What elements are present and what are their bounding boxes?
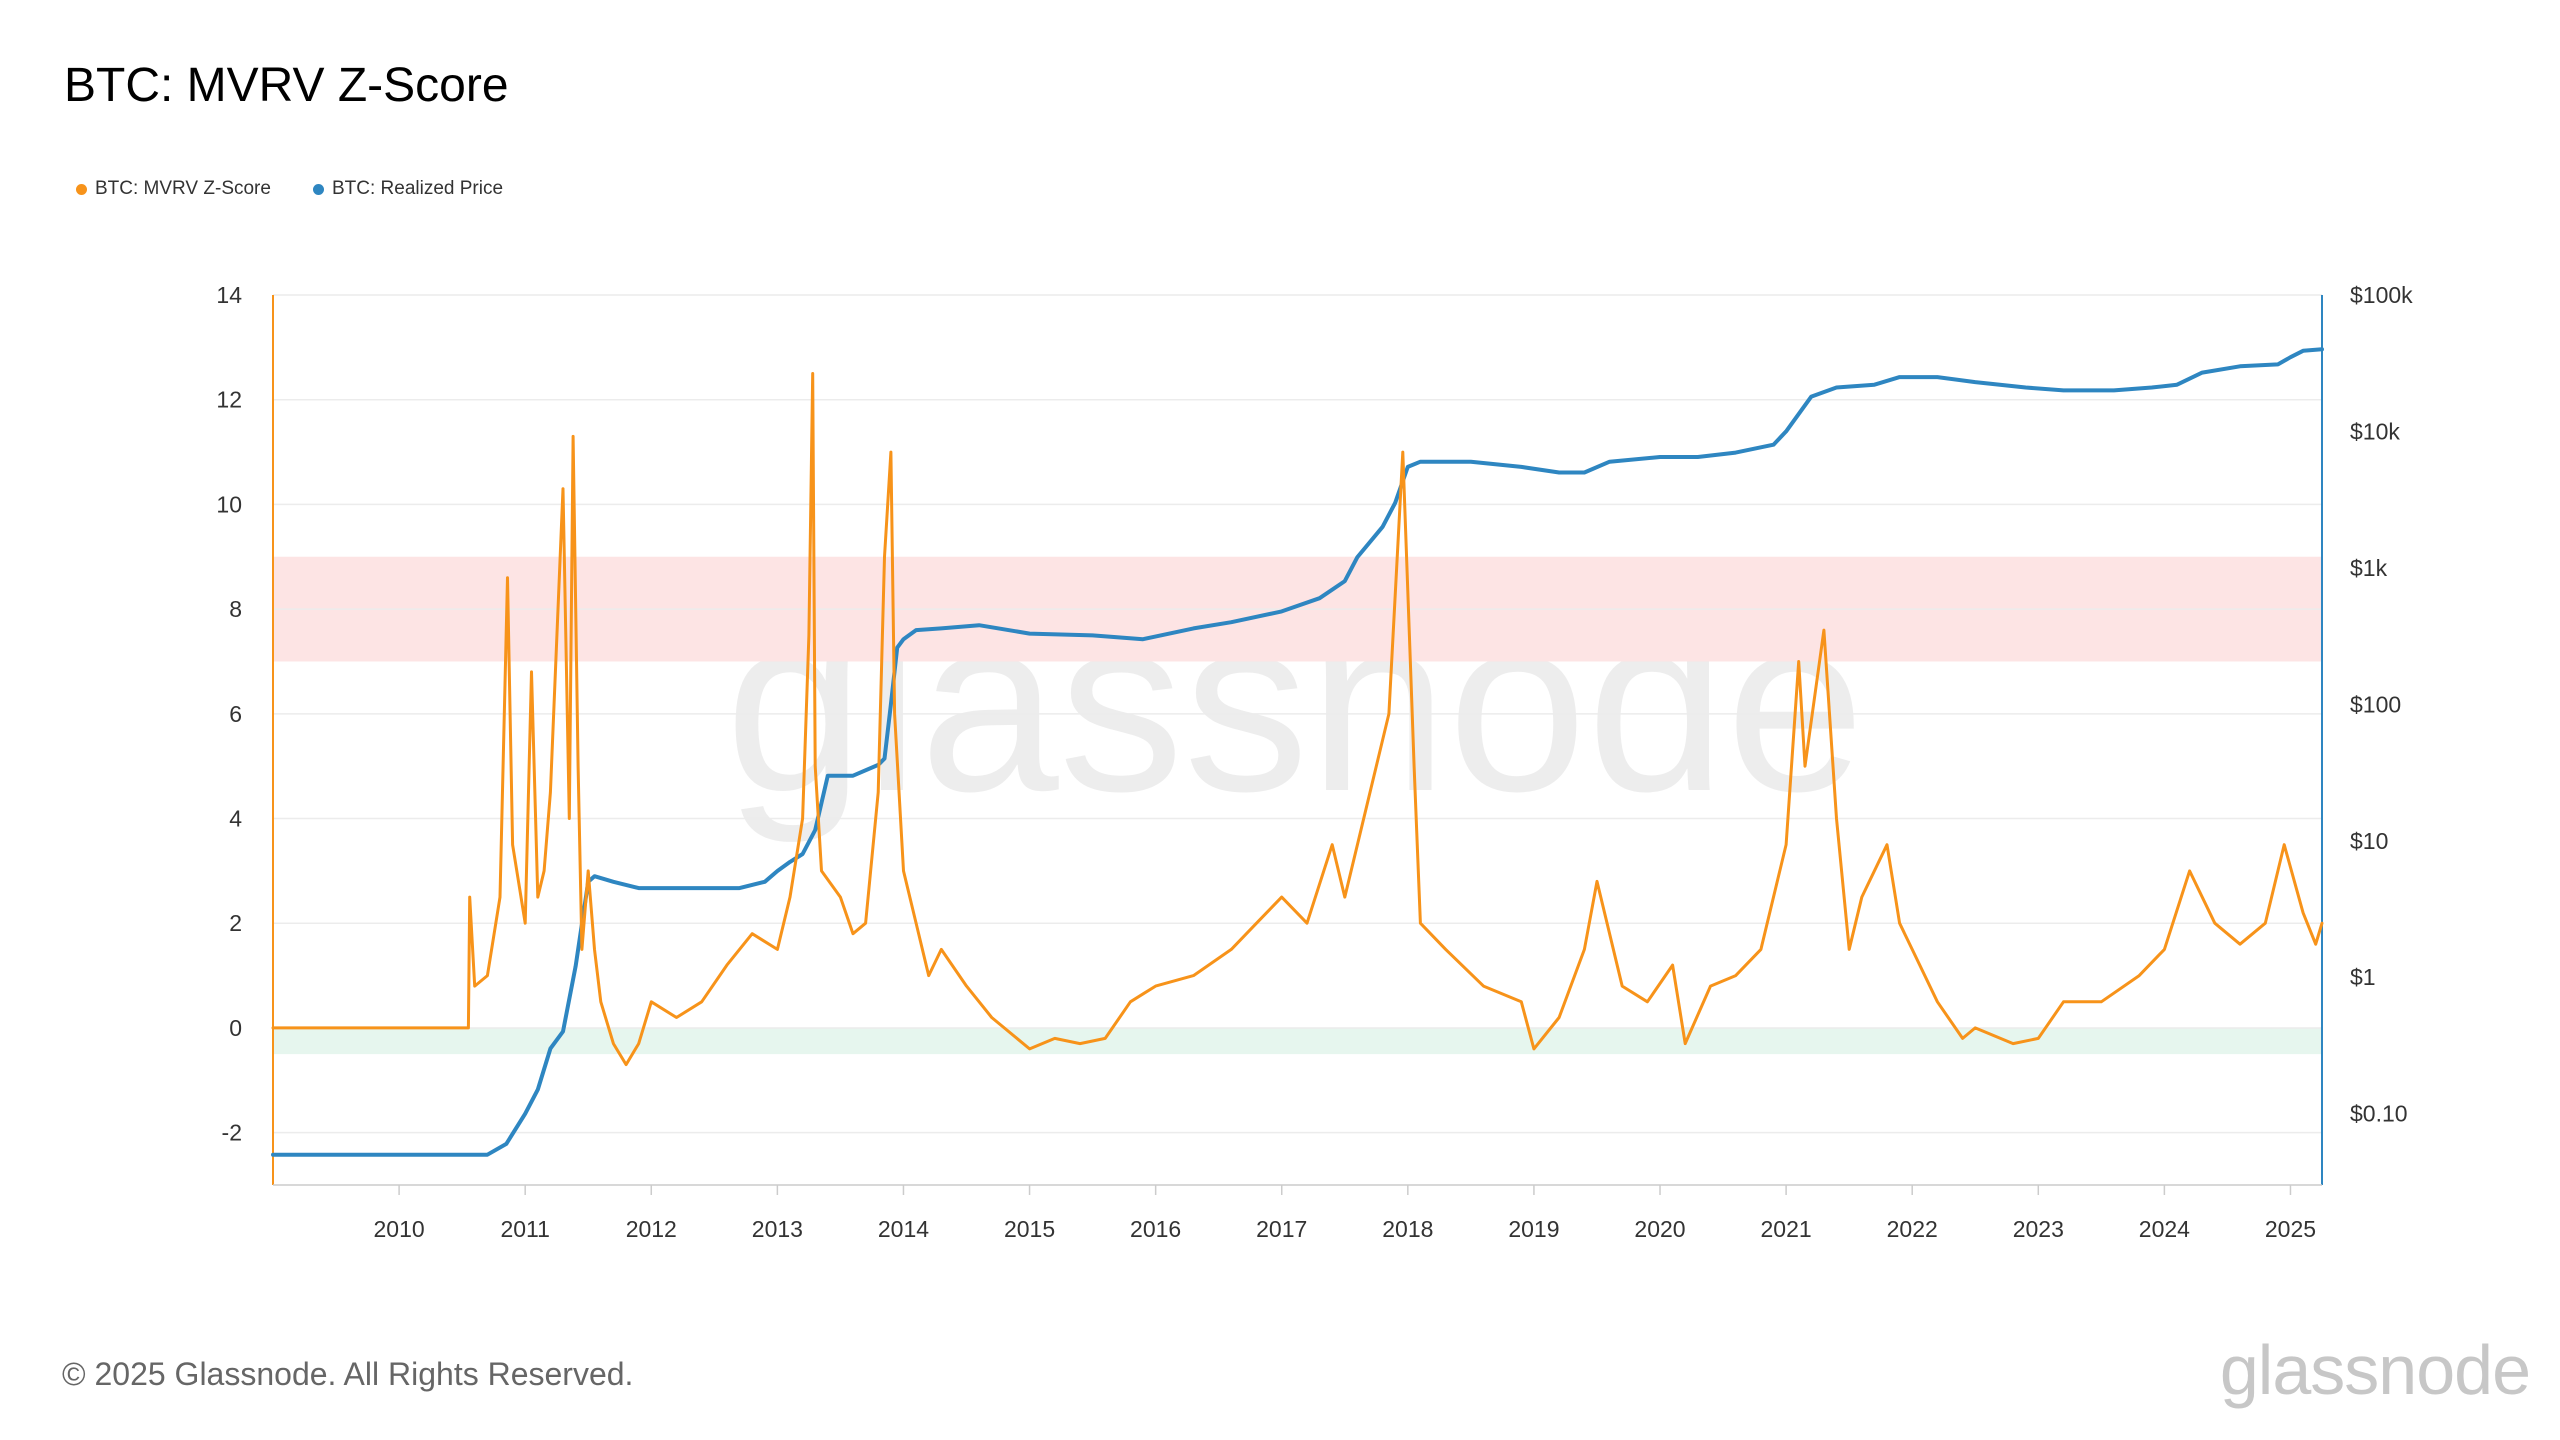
left-tick-label: 8 xyxy=(229,596,242,622)
x-tick-label: 2017 xyxy=(1256,1216,1307,1242)
footer-logo[interactable]: glassnode xyxy=(2219,1331,2531,1409)
series-line-mvrv-z-score xyxy=(271,372,2324,1067)
x-tick-label: 2011 xyxy=(500,1216,549,1242)
x-tick-label: 2015 xyxy=(1004,1216,1055,1242)
legend: BTC: MVRV Z-Score BTC: Realized Price xyxy=(76,178,503,200)
x-tick-label: 2025 xyxy=(2265,1216,2316,1242)
legend-item-realized-price[interactable]: BTC: Realized Price xyxy=(312,178,504,200)
left-tick-label: -2 xyxy=(222,1120,242,1146)
right-tick-label: $10 xyxy=(2350,828,2388,854)
left-tick-label: 0 xyxy=(229,1015,242,1041)
legend-marker-realized-price-icon xyxy=(312,183,324,195)
band-1 xyxy=(273,1027,2322,1055)
right-tick-label: $100 xyxy=(2350,691,2401,717)
x-tick-label: 2018 xyxy=(1382,1216,1433,1242)
x-tick-label: 2023 xyxy=(2013,1216,2064,1242)
x-tick-label: 2020 xyxy=(1634,1216,1685,1242)
x-tick-label: 2012 xyxy=(626,1216,677,1242)
x-tick-label: 2013 xyxy=(752,1216,803,1242)
legend-item-mvrv-z-score[interactable]: BTC: MVRV Z-Score xyxy=(76,178,271,200)
grid-layer xyxy=(273,294,2322,1134)
left-tick-label: 4 xyxy=(229,806,242,832)
legend-label-mvrv-z-score: BTC: MVRV Z-Score xyxy=(95,178,271,199)
left-tick-label: 10 xyxy=(216,491,242,517)
x-tick-label: 2014 xyxy=(878,1216,929,1242)
x-tick-label: 2010 xyxy=(374,1216,425,1242)
series-line-realized-price xyxy=(271,347,2324,1157)
left-tick-label: 2 xyxy=(229,910,242,936)
right-tick-label: $1k xyxy=(2350,555,2388,581)
left-tick-label: 6 xyxy=(229,701,242,727)
chart-title: BTC: MVRV Z-Score xyxy=(64,59,509,112)
x-tick-label: 2016 xyxy=(1130,1216,1181,1242)
right-tick-label: $0.10 xyxy=(2350,1101,2408,1127)
legend-label-realized-price: BTC: Realized Price xyxy=(331,178,504,199)
x-tick-label: 2024 xyxy=(2139,1216,2190,1242)
x-tick-label: 2021 xyxy=(1761,1216,1812,1242)
axes-layer: 14 12 10 8 6 4 2 0 -2 $100k $10k $1k $100 $10 $1 $0.10 2… xyxy=(216,282,2413,1242)
left-tick-label: 12 xyxy=(216,387,242,413)
x-tick-label: 2019 xyxy=(1508,1216,1559,1242)
right-tick-label: $10k xyxy=(2350,418,2400,444)
right-tick-label: $100k xyxy=(2350,282,2413,308)
footer-copyright: © 2025 Glassnode. All Rights Reserved. xyxy=(62,1356,634,1392)
right-tick-label: $1 xyxy=(2350,964,2376,990)
series-layer xyxy=(271,347,2324,1157)
x-tick-label: 2022 xyxy=(1887,1216,1938,1242)
left-tick-label: 14 xyxy=(216,282,242,308)
legend-marker-mvrv-icon xyxy=(76,183,87,195)
